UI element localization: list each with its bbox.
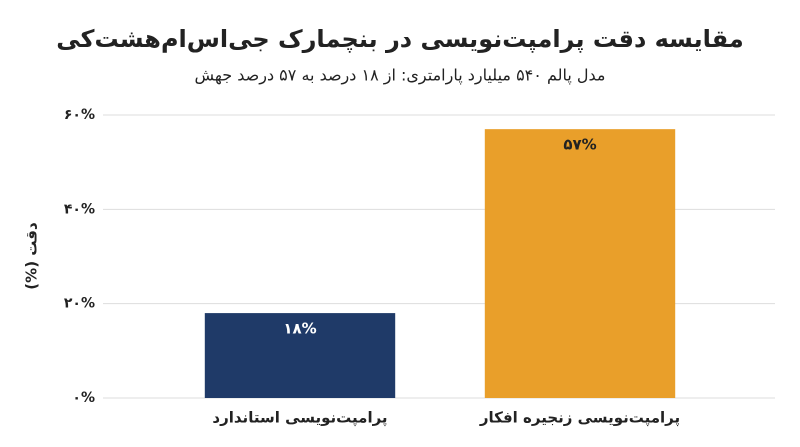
y-tick-label: ۴۰% bbox=[64, 201, 95, 217]
value-label: ۵۷% bbox=[563, 136, 596, 154]
y-tick-label: ۰% bbox=[72, 390, 95, 406]
bar bbox=[204, 313, 396, 398]
value-label: ۱۸% bbox=[283, 320, 316, 338]
chart-subtitle: مدل پالم ۵۴۰ میلیارد پارامتری: از ۱۸ درص… bbox=[195, 66, 606, 86]
chart-title: مقایسه دقت پرامپت‌نویسی در بنچمارک جی‌اس… bbox=[56, 25, 744, 53]
bar bbox=[484, 129, 676, 398]
y-axis-label: دقت (%) bbox=[23, 222, 41, 290]
x-tick-label: پرامپت‌نویسی زنجیره افکار bbox=[479, 409, 680, 428]
y-tick-label: ۶۰% bbox=[64, 107, 95, 123]
x-tick-label: پرامپت‌نویسی استاندارد bbox=[212, 409, 387, 428]
y-tick-label: ۲۰% bbox=[64, 296, 95, 312]
